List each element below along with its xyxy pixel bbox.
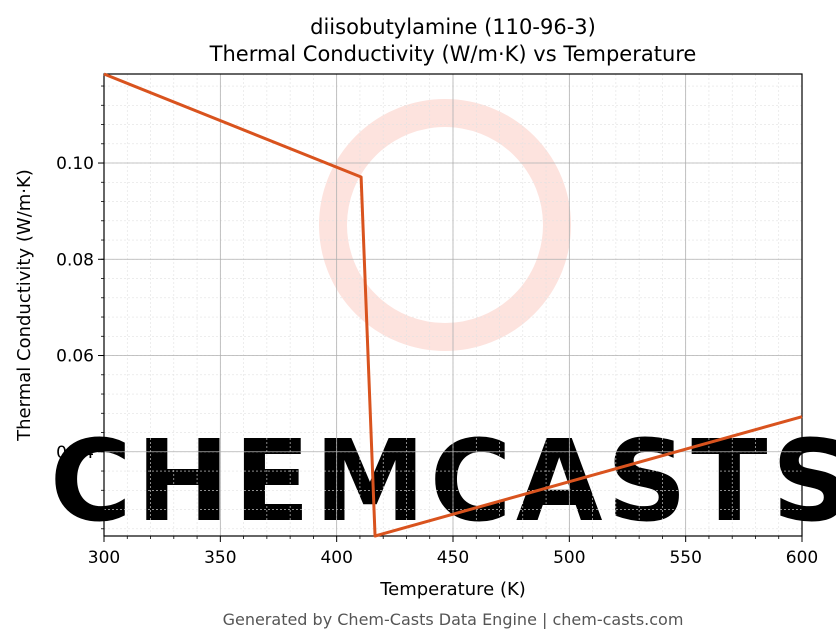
x-tick-label: 600 [786,548,818,568]
y-tick-label: 0.04 [56,443,94,463]
y-tick-label: 0.08 [56,250,94,270]
y-axis-ticks: 0.04 0.06 0.08 0.10 [56,85,104,530]
x-tick-label: 400 [320,548,352,568]
watermark-text: CHEMCASTS [50,417,836,547]
x-tick-label: 500 [553,548,585,568]
y-tick-label: 0.06 [56,347,94,367]
footer-text: Generated by Chem-Casts Data Engine | ch… [223,610,684,629]
y-tick-label: 0.10 [56,154,94,174]
chart-title: diisobutylamine (110-96-3) [310,15,596,39]
watermark-swirl-icon [319,99,571,351]
x-tick-label: 300 [88,548,120,568]
x-axis-ticks: 300 350 400 450 500 550 600 [88,536,818,568]
y-axis-label: Thermal Conductivity (W/m·K) [14,169,35,442]
x-tick-label: 350 [204,548,236,568]
x-tick-label: 450 [437,548,469,568]
x-axis-label: Temperature (K) [379,579,526,600]
watermark: CHEMCASTS [50,99,836,547]
series-line [103,72,803,538]
chart-subtitle: Thermal Conductivity (W/m·K) vs Temperat… [209,42,697,66]
x-tick-label: 550 [669,548,701,568]
